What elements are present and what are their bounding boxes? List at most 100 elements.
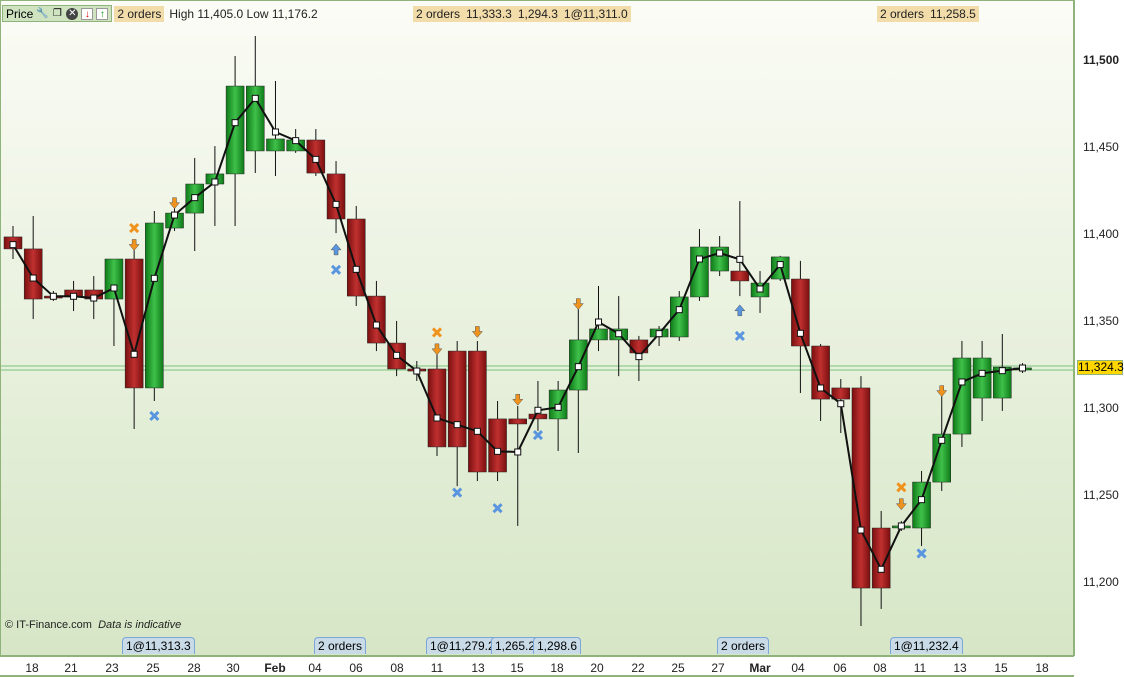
average-point xyxy=(473,427,481,435)
average-point xyxy=(695,255,703,263)
x-tick-label: 11 xyxy=(913,661,927,675)
y-tick-label: 11,350 xyxy=(1083,314,1119,328)
legend-overlap-tag: 2 orders xyxy=(114,5,165,22)
order-tag[interactable]: 1@11,311.0 xyxy=(560,6,631,22)
x-tick-label: 18 xyxy=(550,661,564,675)
order-tag[interactable]: 1@11,232.4 xyxy=(890,637,963,654)
x-tick-label: 28 xyxy=(187,661,201,675)
sell-cross-icon xyxy=(149,410,160,422)
average-point xyxy=(1019,364,1026,372)
average-point xyxy=(595,318,603,326)
x-tick-label: 15 xyxy=(510,661,524,675)
close-icon[interactable]: ✕ xyxy=(66,7,79,20)
candle-body xyxy=(589,328,608,341)
candle-body xyxy=(831,387,851,400)
order-tag[interactable]: 1,294.3 xyxy=(514,6,561,22)
order-tag[interactable]: 2 orders xyxy=(413,6,464,22)
average-point xyxy=(615,330,623,338)
candle-body xyxy=(346,218,366,297)
candle-body xyxy=(468,350,487,473)
arrow-down-icon xyxy=(431,343,443,356)
average-point xyxy=(433,414,441,422)
sell-cross-icon xyxy=(734,330,745,341)
sell-cross-icon xyxy=(532,430,544,441)
candle-body xyxy=(629,339,649,354)
order-tag[interactable]: 1,265.2 xyxy=(491,637,540,654)
average-point xyxy=(70,292,78,300)
disclaimer-text: Data is indicative xyxy=(98,619,182,631)
arrow-down-icon xyxy=(936,385,948,397)
average-point xyxy=(756,285,764,293)
buy-cross-icon xyxy=(431,327,443,338)
candle-body xyxy=(952,357,972,435)
x-tick-label: Mar xyxy=(749,661,771,675)
candle-body xyxy=(972,357,992,399)
arrow-down-icon[interactable]: ↓ xyxy=(81,7,94,20)
arrow-up-icon xyxy=(734,304,746,317)
x-tick-label: 04 xyxy=(791,661,805,675)
order-tag[interactable]: 1@11,313.3 xyxy=(122,637,195,654)
x-tick-label: 27 xyxy=(711,661,725,675)
candle-body xyxy=(791,278,810,347)
top-order-tags-right: 2 orders 11,258.5 xyxy=(877,6,979,22)
order-tag[interactable]: 2 orders xyxy=(877,6,928,22)
average-point xyxy=(453,421,461,429)
average-point xyxy=(978,369,986,377)
sell-cross-icon xyxy=(916,548,927,559)
average-point xyxy=(776,261,784,269)
x-tick-label: 15 xyxy=(994,661,1008,675)
average-point xyxy=(251,94,259,102)
order-tag[interactable]: 1,298.6 xyxy=(533,637,582,654)
sell-cross-icon xyxy=(330,264,342,275)
date-axis[interactable]: 18 21 23 25 28 30 Feb 04 06 08 11 13 15 18 20 22 25 27 Mar… xyxy=(0,656,1074,677)
candle-body xyxy=(427,368,447,448)
average-point xyxy=(938,436,946,444)
arrow-down-icon xyxy=(512,394,524,406)
average-point xyxy=(494,447,502,455)
price-chart[interactable]: Price 🔧 ❐ ✕ ↓ ↑ 2 orders High 11,405.0 L… xyxy=(0,0,1075,656)
arrow-up-icon xyxy=(330,243,342,256)
order-tag[interactable]: 11,333.3 xyxy=(463,6,515,22)
x-tick-label: 06 xyxy=(349,661,363,675)
average-point xyxy=(130,350,138,358)
x-tick-label: 13 xyxy=(471,661,485,675)
order-tag[interactable]: 1@11,279.2 xyxy=(426,637,499,654)
y-tick-label: 11,200 xyxy=(1083,575,1119,589)
x-tick-label: 20 xyxy=(590,661,604,675)
order-tag[interactable]: 11,258.5 xyxy=(927,6,979,22)
average-point xyxy=(534,406,542,414)
price-label: Price xyxy=(6,6,34,21)
average-point xyxy=(352,265,360,273)
arrow-up-icon[interactable]: ↑ xyxy=(96,7,109,20)
x-tick-label: 08 xyxy=(873,661,887,675)
windows-icon[interactable]: ❐ xyxy=(52,7,62,19)
x-tick-label: 22 xyxy=(631,661,645,675)
x-tick-label: 18 xyxy=(25,661,39,675)
average-point xyxy=(312,155,320,163)
y-tick-label: 11,250 xyxy=(1083,488,1119,502)
average-point xyxy=(413,367,421,375)
average-point xyxy=(877,565,885,573)
average-point xyxy=(998,367,1006,375)
average-point xyxy=(231,119,239,127)
average-point xyxy=(292,137,300,145)
price-axis[interactable]: 11,500 11,450 11,400 11,350 11,300 11,250 11,2… xyxy=(1074,0,1124,656)
x-tick-label: 25 xyxy=(671,661,685,675)
candlestick-plot xyxy=(1,35,1075,626)
copyright-text[interactable]: © IT-Finance.com xyxy=(5,619,92,631)
candle-body xyxy=(447,350,467,448)
wrench-icon[interactable]: 🔧 xyxy=(36,7,49,19)
candle-body xyxy=(326,173,346,220)
average-point xyxy=(90,294,98,302)
average-point xyxy=(49,292,57,300)
candle-body xyxy=(104,258,124,300)
average-point xyxy=(958,378,966,386)
candle-body xyxy=(993,366,1012,399)
legend-high-low: High 11,405.0 Low 11,176.2 xyxy=(169,6,318,21)
order-tag[interactable]: 2 orders xyxy=(314,637,367,654)
order-tag[interactable]: 2 orders xyxy=(717,637,770,654)
top-order-tags: 2 orders 11,333.3 1,294.3 1@11,311.0 xyxy=(413,6,631,22)
average-point xyxy=(191,194,199,202)
average-point xyxy=(211,178,219,186)
candle-body xyxy=(811,345,830,400)
